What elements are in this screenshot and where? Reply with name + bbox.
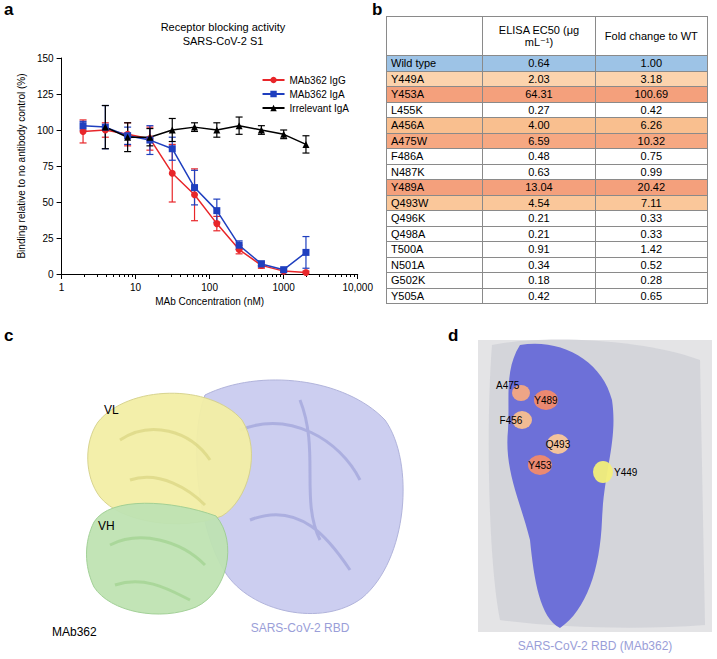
html-text:Y449A: Y449A	[391, 72, 424, 85]
html-text:T500A: T500A	[391, 243, 424, 256]
svg-text:150: 150	[37, 53, 54, 64]
html-text:100.69: 100.69	[634, 88, 669, 101]
svg-text:MAb362: MAb362	[52, 625, 97, 639]
html-text:b: b	[372, 0, 383, 19]
svg-text:VL: VL	[104, 403, 119, 417]
html-text:0.42: 0.42	[640, 103, 662, 116]
html-text:0.34: 0.34	[528, 258, 550, 271]
html-text:Q496K: Q496K	[391, 212, 426, 225]
html-text:4.54: 4.54	[528, 196, 550, 209]
html-text:0.28: 0.28	[640, 274, 662, 287]
html-text:7.11: 7.11	[641, 196, 662, 209]
svg-text:F456: F456	[500, 415, 523, 426]
html-text:20.42: 20.42	[637, 181, 666, 194]
html-text:0.52: 0.52	[640, 258, 662, 271]
html-text:Q498A: Q498A	[391, 227, 426, 240]
svg-text:SARS-CoV-2 RBD: SARS-CoV-2 RBD	[251, 621, 350, 635]
html-text:1.42: 1.42	[640, 243, 662, 256]
svg-text:Q493: Q493	[546, 439, 571, 450]
html-text:A475W: A475W	[391, 134, 428, 147]
html-text:G502K: G502K	[391, 274, 426, 287]
svg-text:100: 100	[201, 282, 218, 293]
svg-text:SARS-CoV-2 S1: SARS-CoV-2 S1	[183, 35, 264, 47]
html-text:Fold change to WT: Fold change to WT	[604, 30, 698, 42]
svg-text:0: 0	[48, 269, 54, 280]
html-text:0.27: 0.27	[528, 103, 550, 116]
html-text:N501A: N501A	[391, 258, 425, 271]
svg-text:Y449: Y449	[614, 467, 638, 478]
html-text:0.64: 0.64	[528, 57, 550, 70]
svg-text:Y489: Y489	[534, 395, 558, 406]
html-text:0.33: 0.33	[640, 227, 662, 240]
html-text:4.00: 4.00	[528, 119, 550, 132]
html-text:10.32: 10.32	[637, 134, 666, 147]
html-text:Y453A: Y453A	[391, 88, 424, 101]
html-text:Y489A: Y489A	[391, 181, 424, 194]
html-text:2.03: 2.03	[528, 72, 550, 85]
svg-text:Y453: Y453	[528, 460, 552, 471]
html-text:c: c	[4, 326, 14, 345]
html-text:F486A: F486A	[391, 150, 424, 163]
html-text:Wild type: Wild type	[391, 57, 437, 70]
html-text:Y505A: Y505A	[391, 289, 424, 302]
svg-text:100: 100	[37, 125, 54, 136]
svg-text:MAb362 IgA: MAb362 IgA	[290, 89, 345, 100]
svg-text:A475: A475	[496, 380, 520, 391]
html-text:N487K: N487K	[391, 165, 425, 178]
html-text:13.04: 13.04	[525, 181, 553, 194]
html-text:0.21: 0.21	[528, 212, 550, 225]
svg-text:25: 25	[42, 233, 54, 244]
svg-text:MAb362 IgG: MAb362 IgG	[290, 75, 346, 86]
svg-text:75: 75	[42, 161, 54, 172]
html-text:0.33: 0.33	[640, 212, 662, 225]
svg-text:125: 125	[37, 89, 54, 100]
html-text:0.99: 0.99	[640, 165, 662, 178]
html-text:0.42: 0.42	[528, 289, 550, 302]
svg-text:MAb Concentration (nM): MAb Concentration (nM)	[155, 296, 264, 307]
html-text:0.65: 0.65	[640, 289, 662, 302]
html-text:6.59: 6.59	[528, 134, 550, 147]
svg-text:50: 50	[42, 197, 54, 208]
html-text:0.75: 0.75	[640, 150, 662, 163]
svg-text:Receptor blocking activity: Receptor blocking activity	[161, 21, 286, 33]
svg-text:10,000: 10,000	[342, 282, 373, 293]
html-text:ELISA EC50 (μg mL⁻¹): ELISA EC50 (μg mL⁻¹)	[498, 23, 580, 48]
html-text:0.48: 0.48	[528, 150, 550, 163]
html-text:64.31: 64.31	[525, 88, 553, 101]
html-text:0.63: 0.63	[528, 165, 550, 178]
html-text:Q493W: Q493W	[391, 196, 429, 209]
html-text:3.18: 3.18	[640, 72, 662, 85]
html-text:L455K: L455K	[391, 103, 423, 116]
html-text:a: a	[4, 0, 14, 19]
html-text:d: d	[448, 326, 459, 345]
html-text:6.26: 6.26	[640, 119, 662, 132]
svg-text:10: 10	[130, 282, 142, 293]
html-text:1.00: 1.00	[640, 57, 662, 70]
html-text:0.91: 0.91	[528, 243, 550, 256]
svg-text:Irrelevant IgA: Irrelevant IgA	[290, 103, 350, 114]
html-text:0.18: 0.18	[528, 274, 550, 287]
svg-text:VH: VH	[98, 519, 115, 533]
html-text:0.21: 0.21	[528, 227, 550, 240]
svg-text:Binding relative to no antibod: Binding relative to no antibody control …	[16, 73, 27, 258]
html-text:A456A: A456A	[391, 119, 424, 132]
svg-text:1000: 1000	[273, 282, 296, 293]
svg-text:SARS-CoV-2 RBD (MAb362): SARS-CoV-2 RBD (MAb362)	[518, 639, 673, 653]
svg-text:1: 1	[59, 282, 65, 293]
